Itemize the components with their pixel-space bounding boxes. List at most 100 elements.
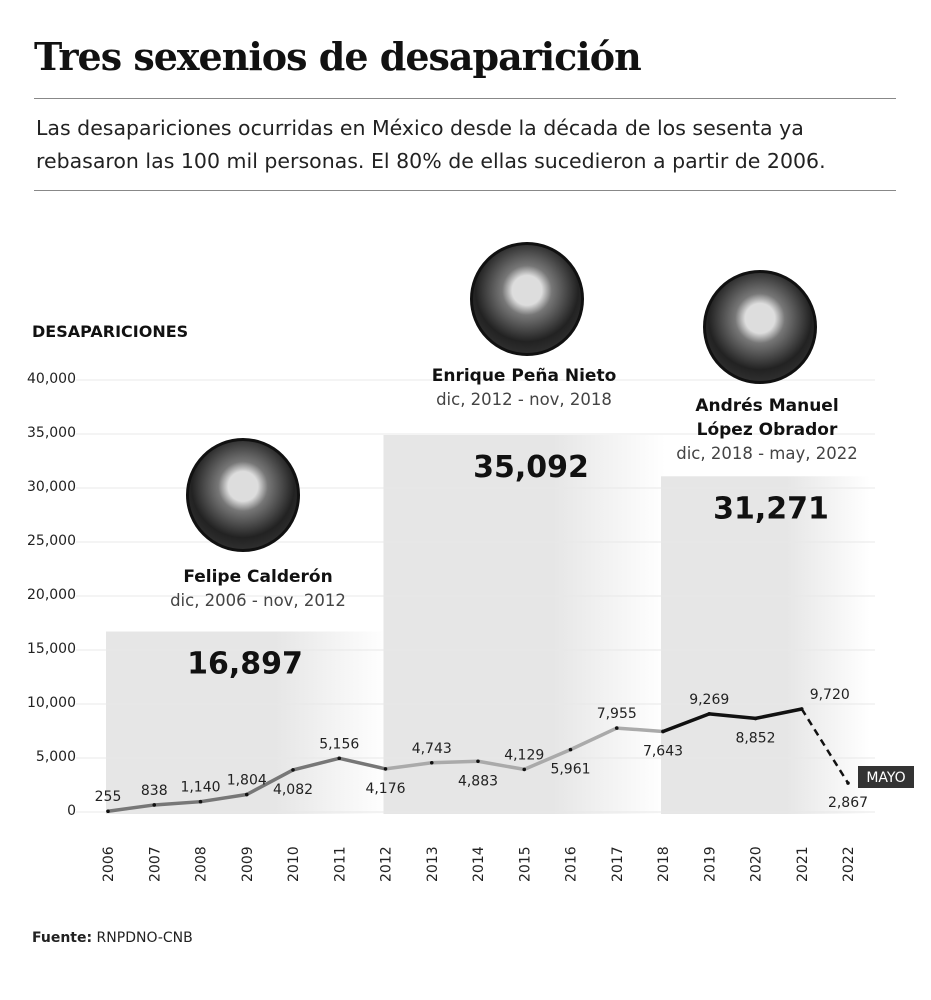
y-tick-label: 0 xyxy=(67,803,76,819)
source-text: RNPDNO-CNB xyxy=(96,930,193,946)
x-tick-label: 2014 xyxy=(471,846,487,882)
x-tick-label: 2010 xyxy=(286,846,302,882)
data-label: 2,867 xyxy=(828,795,868,811)
x-tick-label: 2018 xyxy=(656,846,672,882)
data-label: 7,643 xyxy=(643,743,683,759)
data-point xyxy=(661,729,665,734)
data-point xyxy=(614,726,619,730)
x-tick-label: 2013 xyxy=(425,846,441,882)
data-point xyxy=(799,707,804,711)
data-point xyxy=(476,759,480,764)
y-tick-label: 35,000 xyxy=(27,425,76,441)
line-segment xyxy=(522,747,573,772)
line-segment xyxy=(615,726,665,734)
x-tick-label: 2020 xyxy=(749,846,765,882)
y-tick-label: 25,000 xyxy=(27,533,76,549)
y-tick-label: 30,000 xyxy=(27,479,76,495)
x-tick-label: 2016 xyxy=(564,846,580,882)
data-label: 1,804 xyxy=(227,773,267,789)
data-point xyxy=(244,792,249,797)
source-label: Fuente: xyxy=(32,930,93,946)
president-name: Enrique Peña Nieto xyxy=(431,366,617,386)
x-tick-label: 2012 xyxy=(379,846,395,882)
data-label: 8,852 xyxy=(735,730,775,746)
data-label: 5,961 xyxy=(550,762,590,778)
data-point xyxy=(522,767,527,772)
president-period: dic, 2018 - may, 2022 xyxy=(676,444,858,463)
data-label: 7,955 xyxy=(597,706,637,722)
data-label: 9,720 xyxy=(810,687,850,703)
line-segment xyxy=(152,799,203,807)
data-label: 9,269 xyxy=(689,692,729,708)
president-period: dic, 2012 - nov, 2018 xyxy=(436,390,612,409)
data-label: 4,082 xyxy=(273,782,313,798)
x-tick-label: 2019 xyxy=(702,846,718,882)
president-amlo: Andrés Manuel López Obrador dic, 2018 - … xyxy=(637,394,897,466)
x-tick-label: 2007 xyxy=(147,846,163,882)
data-label: 1,140 xyxy=(180,780,220,796)
source-note: Fuente: RNPDNO-CNB xyxy=(32,930,193,946)
line-segment xyxy=(661,712,711,734)
data-label: 838 xyxy=(141,783,168,799)
divider xyxy=(34,190,896,191)
data-label: 4,176 xyxy=(365,781,405,797)
x-tick-label: 2008 xyxy=(194,846,210,882)
x-tick-label: 2011 xyxy=(332,846,348,882)
divider xyxy=(34,98,896,99)
page-title: Tres sexenios de desaparición xyxy=(34,34,642,79)
amlo-photo xyxy=(703,270,817,384)
period-total: 35,092 xyxy=(473,450,589,485)
line-segment xyxy=(430,759,480,765)
data-label: 4,743 xyxy=(412,741,452,757)
period-box xyxy=(106,631,388,814)
president-name-line2: López Obrador xyxy=(696,420,838,440)
data-point xyxy=(707,712,712,716)
line-segment xyxy=(198,792,249,804)
data-point xyxy=(337,756,342,761)
line-segment xyxy=(568,726,619,752)
calderon-photo xyxy=(186,438,300,552)
period-box xyxy=(383,435,665,814)
data-point xyxy=(429,760,434,765)
period-total: 16,897 xyxy=(187,647,303,682)
x-tick-label: 2017 xyxy=(610,846,626,882)
president-pena-nieto: Enrique Peña Nieto dic, 2012 - nov, 2018 xyxy=(394,364,654,412)
data-point xyxy=(291,768,295,772)
x-tick-label: 2021 xyxy=(795,846,811,882)
annotation-box xyxy=(858,766,914,788)
president-calderon: Felipe Calderón dic, 2006 - nov, 2012 xyxy=(128,565,388,613)
data-point xyxy=(383,767,388,771)
x-tick-label: 2009 xyxy=(240,846,256,882)
data-label: 255 xyxy=(95,789,122,805)
x-tick-label: 2022 xyxy=(841,846,857,882)
line-segment xyxy=(800,708,850,784)
x-tick-label: 2015 xyxy=(517,846,533,882)
y-tick-label: 5,000 xyxy=(36,749,76,765)
line-segment xyxy=(753,707,804,721)
subtitle: Las desapariciones ocurridas en México d… xyxy=(36,116,826,173)
president-period: dic, 2006 - nov, 2012 xyxy=(170,591,346,610)
y-tick-label: 20,000 xyxy=(27,587,76,603)
line-segment xyxy=(476,759,526,772)
line-segment xyxy=(291,756,341,772)
line-segment xyxy=(707,712,758,721)
line-segment xyxy=(106,803,156,813)
annotation-mayo: MAYO xyxy=(866,770,905,786)
line-segment xyxy=(383,761,434,771)
data-point xyxy=(152,803,157,807)
pena-nieto-photo xyxy=(470,242,584,356)
y-tick-label: 15,000 xyxy=(27,641,76,657)
president-name-line1: Andrés Manuel xyxy=(695,396,839,416)
president-name: Felipe Calderón xyxy=(183,567,333,587)
data-point xyxy=(846,781,850,785)
y-tick-label: 10,000 xyxy=(27,695,76,711)
x-tick-label: 2006 xyxy=(101,846,117,882)
data-point xyxy=(106,809,110,814)
data-label: 5,156 xyxy=(319,736,359,752)
data-point xyxy=(198,799,203,804)
line-segment xyxy=(245,768,295,797)
line-segment xyxy=(337,756,388,771)
data-point xyxy=(753,716,758,721)
y-axis-label: DESAPARICIONES xyxy=(32,322,189,341)
